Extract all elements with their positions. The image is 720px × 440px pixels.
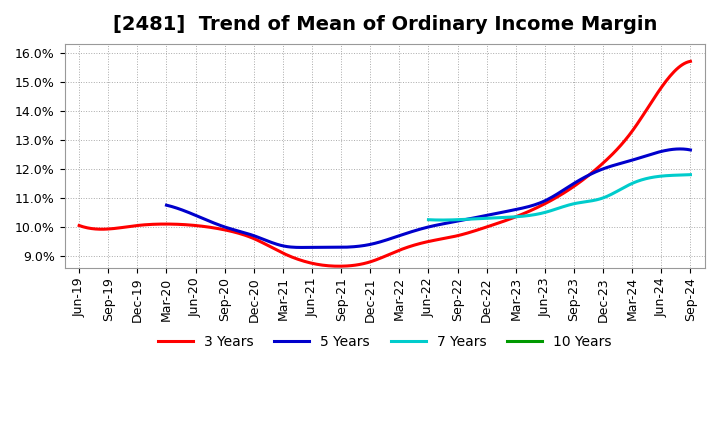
5 Years (675, 147, 684, 152)
3 Years (438, 236, 447, 241)
7 Years (662, 173, 671, 178)
7 Years (585, 198, 594, 204)
Line: 7 Years: 7 Years (428, 175, 690, 220)
5 Years (474, 214, 482, 220)
3 Years (686, 59, 695, 64)
5 Years (606, 164, 614, 169)
Line: 3 Years: 3 Years (79, 61, 690, 266)
3 Years (75, 223, 84, 228)
3 Years (451, 234, 459, 239)
Title: [2481]  Trend of Mean of Ordinary Income Margin: [2481] Trend of Mean of Ordinary Income … (112, 15, 657, 34)
7 Years (580, 199, 589, 205)
7 Years (425, 217, 433, 222)
5 Years (686, 147, 695, 153)
3 Years (592, 166, 600, 172)
5 Years (162, 202, 171, 208)
Line: 5 Years: 5 Years (166, 149, 690, 247)
7 Years (686, 172, 695, 177)
7 Years (646, 175, 654, 180)
3 Years (335, 264, 343, 269)
7 Years (437, 217, 446, 223)
5 Years (164, 203, 173, 208)
3 Years (77, 224, 86, 229)
5 Years (639, 154, 647, 159)
7 Years (424, 217, 433, 222)
3 Years (441, 236, 449, 241)
3 Years (631, 124, 639, 129)
5 Years (297, 245, 306, 250)
5 Years (476, 214, 485, 219)
Legend: 3 Years, 5 Years, 7 Years, 10 Years: 3 Years, 5 Years, 7 Years, 10 Years (153, 330, 617, 355)
5 Years (485, 212, 493, 217)
7 Years (581, 199, 590, 205)
